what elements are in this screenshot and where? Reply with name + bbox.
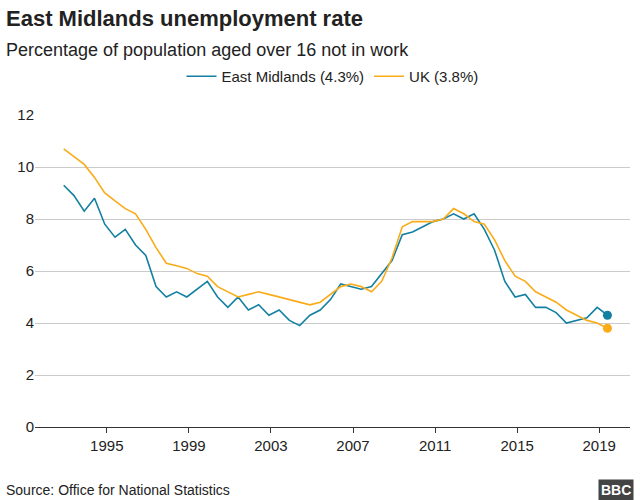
svg-text:1999: 1999 — [172, 437, 205, 454]
svg-text:Source: Office for National St: Source: Office for National Statistics — [6, 482, 230, 498]
svg-text:2003: 2003 — [254, 437, 287, 454]
svg-text:2019: 2019 — [583, 437, 616, 454]
svg-text:1995: 1995 — [90, 437, 123, 454]
svg-text:UK (3.8%): UK (3.8%) — [409, 68, 478, 85]
svg-text:2015: 2015 — [500, 437, 533, 454]
svg-text:2: 2 — [26, 366, 34, 383]
svg-text:10: 10 — [17, 158, 34, 175]
svg-text:BBC: BBC — [601, 482, 631, 498]
svg-text:8: 8 — [26, 210, 34, 227]
svg-text:0: 0 — [26, 418, 34, 435]
svg-text:6: 6 — [26, 262, 34, 279]
svg-text:2011: 2011 — [419, 437, 451, 454]
svg-text:4: 4 — [26, 314, 34, 331]
svg-text:2007: 2007 — [336, 437, 369, 454]
svg-text:East Midlands (4.3%): East Midlands (4.3%) — [222, 68, 365, 85]
svg-text:East Midlands unemployment rat: East Midlands unemployment rate — [6, 6, 363, 31]
svg-text:Percentage of population aged: Percentage of population aged over 16 no… — [6, 40, 409, 60]
svg-text:12: 12 — [17, 106, 34, 123]
